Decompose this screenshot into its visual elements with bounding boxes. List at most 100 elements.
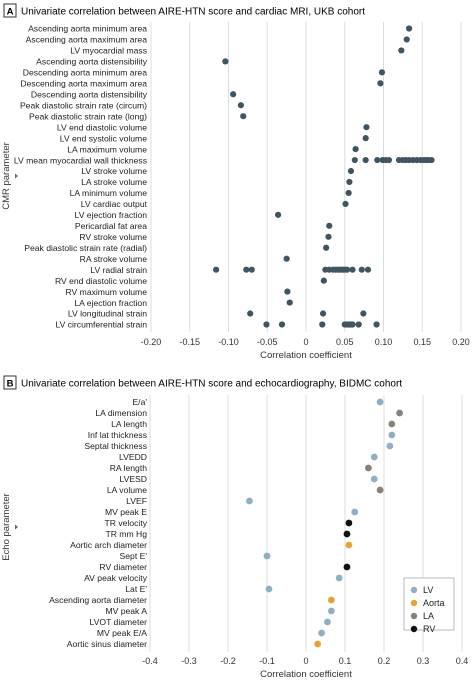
cmr-category-label: LA minimum volume: [70, 188, 148, 198]
echo-y-axis-label: Echo parameter: [1, 493, 12, 561]
cmr-data-point: [342, 200, 349, 208]
cmr-data-point: [284, 288, 291, 295]
cmr-category-label: Ascending aorta distensibility: [36, 57, 148, 67]
cmr-x-tick-label: 0.15: [413, 337, 431, 347]
echo-category-label: LA volume: [107, 485, 147, 495]
cmr-data-point: [278, 321, 286, 328]
cmr-data-point: [343, 266, 351, 273]
cmr-x-tick-label: -0.15: [179, 337, 200, 347]
echo-data-point: [365, 464, 372, 472]
echo-data-point: [324, 618, 331, 626]
echo-category-label: Lat E': [125, 584, 147, 594]
cmr-category-label: Pericardial fat area: [75, 221, 147, 231]
echo-category-label: RV diameter: [99, 562, 147, 572]
echo-category-label: TR mm Hg: [105, 529, 147, 539]
echo-data-point: [314, 640, 322, 648]
panel-a-chart: -0.20 -0.15 -0.10 -0.05 0 0.05 0.10 0.15 0.20 Cor…: [1, 22, 470, 361]
cmr-category-label: LV stroke volume: [81, 166, 147, 176]
echo-category-label: Inf lat thickness: [88, 430, 147, 440]
cmr-data-point: [405, 25, 413, 32]
echo-legend-label: RV: [423, 624, 435, 634]
cmr-data-point: [275, 211, 282, 218]
cmr-data-point: [358, 266, 365, 273]
echo-data-point: [265, 585, 273, 593]
echo-x-tick-label: -0.4: [142, 656, 158, 666]
echo-category-label: MV peak E: [105, 507, 147, 517]
cmr-data-point: [351, 156, 358, 164]
echo-category-label: RA length: [110, 463, 147, 473]
cmr-data-point: [213, 266, 220, 273]
echo-legend-marker: [410, 599, 418, 607]
echo-category-label: Aortic sinus diameter: [67, 639, 147, 649]
echo-data-point: [386, 442, 394, 450]
echo-data-point: [388, 420, 396, 428]
echo-data-point: [370, 453, 378, 461]
cmr-data-point: [237, 102, 244, 109]
echo-x-tick-label: -0.1: [259, 656, 275, 666]
cmr-category-label: LA stroke volume: [81, 177, 147, 187]
echo-data-point: [343, 563, 351, 571]
cmr-category-label: RV maximum volume: [65, 287, 147, 297]
panel-b-header: B Univariate correlation between AIRE-HT…: [3, 375, 402, 390]
echo-category-label: AV peak velocity: [84, 573, 148, 583]
echo-category-label: LVEF: [126, 496, 147, 506]
cmr-category-label: LV ejection fraction: [75, 210, 148, 220]
echo-category-label: MV peak A: [105, 606, 147, 616]
cmr-x-axis-label: Correlation coefficient: [260, 350, 352, 361]
cmr-x-tick-label: -0.10: [218, 337, 239, 347]
cmr-y-axis-arrow: [15, 173, 18, 179]
cmr-category-label: RV end diastolic volume: [55, 276, 147, 286]
cmr-category-label: Descending aorta minimum area: [23, 68, 147, 78]
cmr-data-point: [362, 135, 369, 142]
echo-legend-marker: [410, 625, 418, 633]
cmr-category-label: Peak diastolic strain rate (radial): [24, 243, 147, 253]
cmr-x-tick-label: -0.20: [141, 337, 162, 347]
cmr-data-point: [428, 156, 435, 164]
cmr-data-point: [286, 299, 293, 306]
cmr-x-tick-label: -0.05: [257, 337, 278, 347]
cmr-category-label: LV end diastolic volume: [57, 122, 147, 132]
panel-a-title: Univariate correlation between AIRE-HTN …: [21, 7, 365, 18]
echo-x-tick-label: -0.3: [181, 656, 197, 666]
echo-data-point: [335, 574, 343, 582]
cmr-data-point: [240, 113, 247, 120]
echo-category-label: Aortic arch diameter: [70, 540, 147, 550]
cmr-data-point: [345, 189, 352, 197]
panel-b-chart: -0.4 -0.3 -0.2 -0.1 0 0.1 0.2 0.3 0.4 Correlation…: [1, 395, 468, 680]
echo-category-label: Sept E': [120, 551, 148, 561]
cmr-data-point: [349, 266, 356, 273]
cmr-data-point: [373, 321, 380, 328]
echo-legend-label: LA: [423, 611, 434, 621]
echo-data-point: [343, 530, 351, 538]
cmr-data-point: [248, 266, 255, 273]
echo-data-point: [376, 486, 384, 494]
cmr-category-label: LA ejection fraction: [74, 298, 147, 308]
cmr-category-label: LV radial strain: [90, 265, 147, 275]
echo-data-point: [263, 552, 271, 560]
cmr-category-label: Ascending aorta maximum area: [26, 35, 148, 45]
cmr-data-point: [374, 156, 381, 164]
cmr-category-label: LV longitudinal strain: [68, 309, 147, 319]
cmr-data-point: [283, 255, 290, 262]
cmr-category-label: Descending aorta maximum area: [20, 79, 147, 89]
cmr-data-point: [364, 266, 372, 273]
echo-category-label: LA dimension: [95, 408, 147, 418]
cmr-category-label: LV myocardial mass: [70, 46, 147, 56]
echo-data-point: [396, 409, 403, 417]
cmr-data-point: [349, 321, 356, 328]
echo-category-label: MV peak E/A: [97, 628, 147, 638]
cmr-category-label: RV stroke volume: [79, 232, 147, 242]
cmr-data-point: [347, 167, 355, 175]
panel-a-letter-box: [3, 3, 17, 18]
cmr-data-point: [243, 266, 250, 273]
cmr-category-label: LV cardiac output: [81, 199, 148, 209]
echo-category-label: TR velocity: [105, 518, 148, 528]
cmr-data-point: [325, 233, 332, 240]
cmr-data-point: [360, 310, 367, 317]
panel-b-title: Univariate correlation between AIRE-HTN …: [21, 379, 402, 390]
echo-category-label: LVESD: [119, 474, 147, 484]
echo-data-point: [345, 519, 353, 527]
cmr-data-point: [378, 69, 386, 76]
cmr-data-point: [355, 321, 362, 328]
cmr-data-point: [403, 36, 410, 43]
